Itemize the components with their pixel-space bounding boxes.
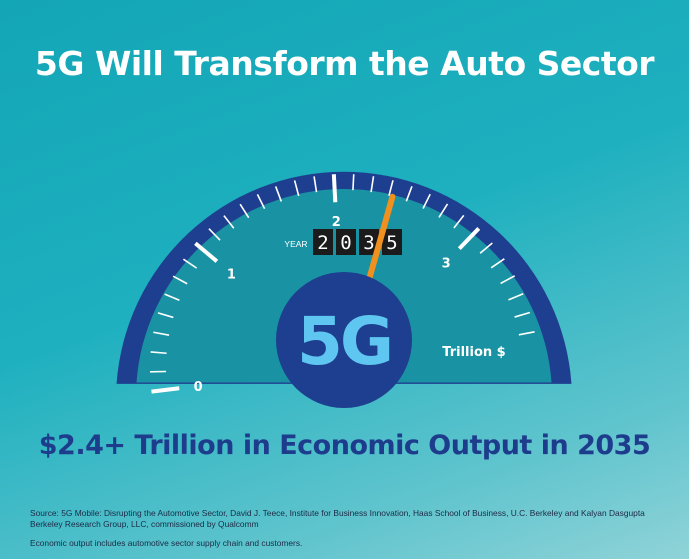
gauge-needle — [364, 193, 396, 290]
odometer-digit-box — [336, 229, 356, 255]
gauge-minor-tick — [370, 176, 375, 193]
odometer-digit: 0 — [340, 232, 351, 254]
headline-output: $2.4+ Trillion in Economic Output in 203… — [38, 430, 651, 461]
gauge-minor-tick — [514, 311, 531, 318]
gauge-minor-tick — [172, 275, 188, 285]
page-title: 5G Will Transform the Auto Sector — [34, 44, 655, 83]
gauge-minor-tick — [182, 258, 198, 269]
gauge-scale-label: 1 — [227, 268, 236, 283]
odometer-digit: 2 — [317, 232, 328, 254]
gauge-scale-labels: 0 1 2 3 — [194, 215, 451, 395]
gauge-minor-tick — [453, 214, 465, 229]
odometer-digit-box — [382, 229, 402, 255]
gauge-minor-tick — [293, 180, 300, 197]
odometer-year-label: YEAR — [284, 239, 307, 249]
gauge-scale-label: 2 — [332, 215, 341, 230]
gauge-ticks — [150, 174, 535, 394]
gauge-scale-label: 0 — [194, 380, 203, 395]
gauge-minor-tick — [157, 312, 174, 319]
odometer-digit: 3 — [363, 232, 374, 254]
gauge-hub — [276, 272, 412, 408]
gauge-minor-tick — [490, 258, 505, 269]
gauge-minor-tick — [508, 293, 524, 301]
gauge-minor-tick — [422, 193, 431, 209]
gauge-major-tick — [151, 386, 180, 394]
gauge-minor-tick — [150, 351, 167, 355]
gauge-major-tick — [331, 174, 338, 203]
gauge-minor-tick — [223, 215, 235, 229]
gauge-minor-tick — [256, 194, 266, 210]
odometer-digit-box — [359, 229, 379, 255]
gauge-minor-tick — [518, 331, 535, 336]
gauge-minor-tick — [388, 180, 394, 196]
gauge-major-tick — [194, 241, 219, 263]
gauge-minor-tick — [313, 176, 318, 193]
source-note: Source: 5G Mobile: Disrupting the Automo… — [30, 508, 645, 529]
gauge-major-tick — [457, 227, 481, 250]
footnote: Economic output includes automotive sect… — [30, 538, 303, 548]
gauge-minor-tick — [479, 242, 493, 254]
gauge-minor-tick — [239, 203, 250, 219]
gauge-minor-tick — [153, 331, 170, 336]
gauge-minor-tick — [352, 174, 355, 191]
gauge-unit-label: Trillion $ — [442, 345, 505, 360]
gauge-minor-tick — [405, 186, 413, 202]
gauge-minor-tick — [164, 293, 180, 301]
gauge-minor-tick — [208, 228, 221, 241]
odometer-digit-box — [313, 229, 333, 255]
gauge-center-5g-label: 5G — [297, 303, 391, 380]
gauge-scale-label: 3 — [442, 256, 451, 271]
gauge-minor-tick — [438, 203, 449, 218]
gauge-minor-tick — [274, 186, 283, 202]
gauge-minor-tick — [500, 275, 516, 285]
odometer-digit: 5 — [386, 232, 397, 254]
